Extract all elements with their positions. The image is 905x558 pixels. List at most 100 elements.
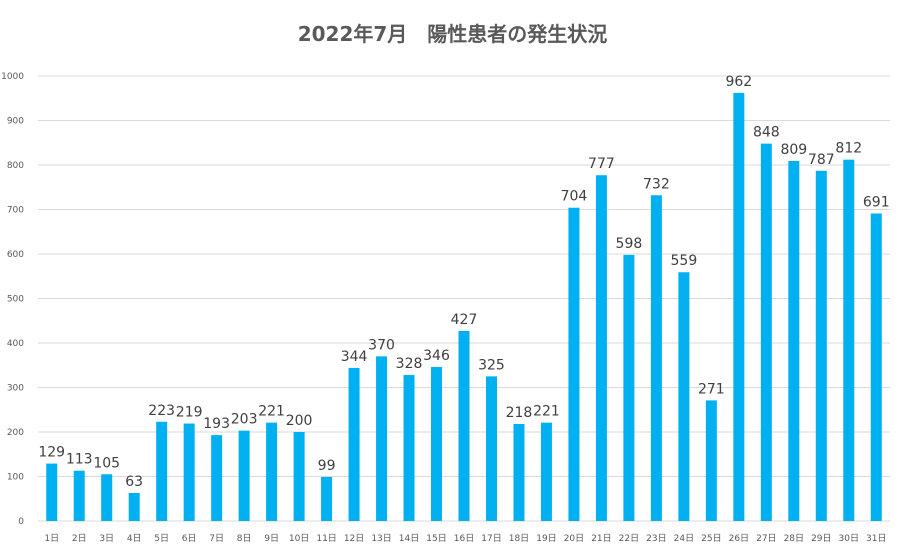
data-label: 129 [38, 445, 65, 461]
bar [678, 272, 690, 521]
bar [650, 195, 662, 521]
x-tick-label: 19日 [536, 533, 556, 544]
data-label: 962 [725, 74, 752, 90]
bar [458, 330, 470, 521]
y-tick-label: 500 [7, 295, 24, 305]
data-label: 221 [533, 404, 560, 420]
bar [73, 470, 85, 521]
data-label: 219 [176, 405, 203, 421]
x-tick-label: 23日 [646, 533, 666, 544]
y-tick-label: 300 [7, 384, 24, 394]
bar [293, 432, 305, 521]
x-tick-label: 18日 [509, 533, 529, 544]
data-label: 777 [588, 156, 615, 172]
data-label: 203 [231, 412, 258, 428]
data-label: 63 [125, 474, 143, 490]
x-tick-label: 6日 [182, 533, 197, 544]
bar [156, 421, 168, 521]
x-tick-label: 17日 [481, 533, 501, 544]
bar [403, 375, 415, 521]
x-tick-label: 22日 [619, 533, 639, 544]
bars [46, 92, 882, 522]
y-tick-label: 800 [7, 161, 24, 171]
x-tick-label: 1日 [44, 533, 59, 544]
bar [431, 367, 443, 521]
bar [321, 476, 333, 521]
data-label: 221 [258, 404, 285, 420]
y-tick-label: 900 [7, 117, 24, 127]
data-label: 223 [148, 403, 175, 419]
bar [101, 474, 113, 521]
x-tick-label: 11日 [316, 533, 336, 544]
x-tick-label: 3日 [99, 533, 114, 544]
data-label: 346 [423, 348, 450, 364]
data-label: 812 [835, 141, 862, 157]
x-tick-label: 13日 [371, 533, 391, 544]
bar [870, 213, 882, 521]
x-tick-label: 4日 [127, 533, 142, 544]
x-tick-label: 29日 [811, 533, 831, 544]
data-label: 559 [671, 253, 698, 269]
data-label: 344 [341, 349, 368, 365]
x-tick-label: 24日 [674, 533, 694, 544]
data-label: 105 [93, 455, 120, 471]
x-tick-label: 21日 [591, 533, 611, 544]
x-tick-label: 16日 [454, 533, 474, 544]
x-tick-label: 2日 [72, 533, 87, 544]
data-label: 218 [506, 405, 533, 421]
x-tick-label: 8日 [237, 533, 252, 544]
data-label: 99 [318, 458, 336, 474]
bar [266, 422, 278, 521]
data-label: 598 [616, 236, 643, 252]
data-label: 193 [203, 416, 230, 432]
x-tick-label: 5日 [154, 533, 169, 544]
y-tick-label: 100 [7, 473, 24, 483]
x-tick-label: 12日 [344, 533, 364, 544]
bar [485, 376, 497, 521]
bar [128, 492, 140, 521]
data-label: 787 [808, 152, 835, 168]
x-axis-ticks: 1日 2日 3日 4日 5日 6日 7日 8日 9日 10日 11日 12日 13日 14日 15日 16日 1… [44, 533, 886, 544]
y-tick-label: 700 [7, 206, 24, 216]
bar [513, 423, 525, 521]
y-tick-label: 0 [18, 517, 24, 527]
x-tick-label: 9日 [264, 533, 279, 544]
x-tick-label: 10日 [289, 533, 309, 544]
bar [211, 435, 223, 521]
bar [376, 356, 388, 521]
y-tick-label: 600 [7, 250, 24, 260]
data-label: 370 [368, 337, 395, 353]
bar [348, 367, 360, 521]
x-tick-label: 14日 [399, 533, 419, 544]
bar [238, 430, 250, 521]
x-tick-label: 7日 [209, 533, 224, 544]
data-label: 325 [478, 357, 505, 373]
bar [760, 143, 772, 521]
x-tick-label: 30日 [839, 533, 859, 544]
x-tick-label: 25日 [701, 533, 721, 544]
bar [705, 400, 717, 521]
data-label: 271 [698, 381, 725, 397]
chart-title: 2022年7月 陽性患者の発生状況 [297, 22, 608, 46]
bar [623, 254, 635, 521]
bar [815, 170, 827, 521]
data-label: 732 [643, 176, 670, 192]
bar [540, 422, 552, 521]
bar [843, 159, 855, 521]
data-label: 704 [561, 189, 588, 205]
bar [568, 207, 580, 521]
bar [788, 160, 800, 521]
x-tick-label: 26日 [729, 533, 749, 544]
y-tick-label: 200 [7, 428, 24, 438]
x-tick-label: 31日 [866, 533, 886, 544]
data-label: 691 [863, 195, 890, 211]
x-tick-label: 28日 [784, 533, 804, 544]
data-label: 848 [753, 125, 780, 141]
bar [183, 423, 195, 521]
data-label: 328 [396, 356, 423, 372]
x-tick-label: 27日 [756, 533, 776, 544]
bar [46, 463, 58, 521]
